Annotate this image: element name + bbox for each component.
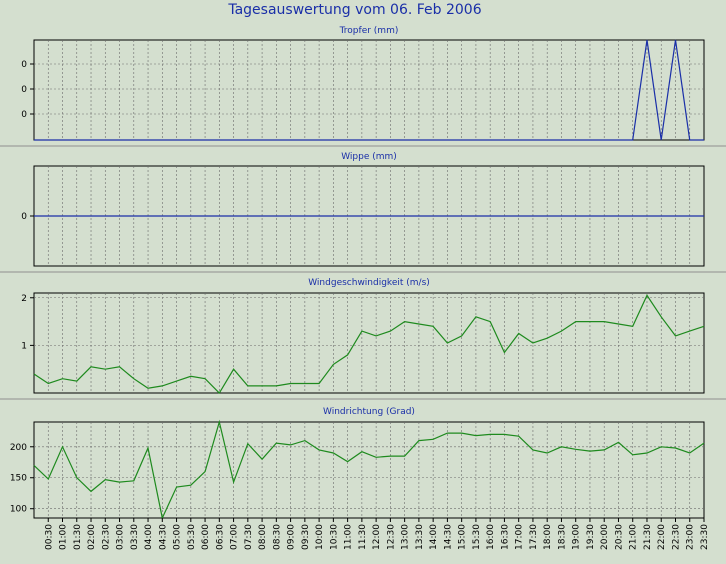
x-tick-label: 12:00 bbox=[372, 524, 382, 550]
series-line bbox=[33, 419, 705, 520]
plot-area bbox=[33, 39, 705, 141]
x-tick-label: 09:30 bbox=[301, 524, 311, 550]
x-tick-label: 01:30 bbox=[73, 524, 83, 550]
x-tick-label: 11:00 bbox=[344, 524, 354, 550]
x-tick-label: 17:30 bbox=[529, 524, 539, 550]
x-tick-label: 18:30 bbox=[557, 524, 567, 550]
panel-title: Windrichtung (Grad) bbox=[323, 407, 415, 417]
x-tick-label: 14:00 bbox=[429, 524, 439, 550]
x-tick-label: 05:30 bbox=[187, 524, 197, 550]
x-tick-label: 15:00 bbox=[458, 524, 468, 550]
y-tick-label: 100 bbox=[10, 505, 27, 515]
page-title: Tagesauswertung vom 06. Feb 2006 bbox=[227, 2, 481, 18]
y-tick-label: 0 bbox=[21, 85, 27, 95]
x-tick-label: 19:30 bbox=[586, 524, 596, 550]
x-tick-label: 18:00 bbox=[543, 524, 553, 550]
y-tick-label: 150 bbox=[10, 474, 27, 484]
x-tick-label: 22:00 bbox=[657, 524, 667, 550]
y-tick-label: 0 bbox=[21, 60, 27, 70]
panel-4: Windrichtung (Grad) 100 150 200 bbox=[10, 407, 705, 520]
x-tick-label: 07:30 bbox=[244, 524, 254, 550]
plot-area bbox=[33, 292, 705, 394]
x-tick-label: 14:30 bbox=[443, 524, 453, 550]
x-tick-label: 10:00 bbox=[315, 524, 325, 550]
x-tick-label: 15:30 bbox=[472, 524, 482, 550]
x-tick-label: 23:00 bbox=[686, 524, 696, 550]
y-tick-label: 0 bbox=[21, 110, 27, 120]
x-tick-label: 17:00 bbox=[515, 524, 525, 550]
x-tick-label: 08:30 bbox=[272, 524, 282, 550]
x-tick-label: 16:30 bbox=[500, 524, 510, 550]
x-tick-label: 20:00 bbox=[600, 524, 610, 550]
y-tick-label: 2 bbox=[21, 294, 27, 304]
x-tick-label: 04:00 bbox=[144, 524, 154, 550]
panel-title: Tropfer (mm) bbox=[339, 26, 399, 36]
panel-title: Windgeschwindigkeit (m/s) bbox=[308, 278, 430, 288]
y-tick-label: 0 bbox=[21, 212, 27, 222]
x-tick-label: 13:00 bbox=[401, 524, 411, 550]
series-line bbox=[33, 294, 705, 394]
x-tick-label: 21:00 bbox=[629, 524, 639, 550]
x-tick-label: 19:00 bbox=[572, 524, 582, 550]
series-line bbox=[34, 39, 704, 141]
x-tick-label: 05:00 bbox=[173, 524, 183, 550]
x-tick-label: 07:00 bbox=[230, 524, 240, 550]
x-tick-label: 20:30 bbox=[615, 524, 625, 550]
x-tick-label: 23:30 bbox=[700, 524, 710, 550]
x-tick-label: 13:30 bbox=[415, 524, 425, 550]
x-tick-label: 12:30 bbox=[386, 524, 396, 550]
x-tick-label: 09:00 bbox=[287, 524, 297, 550]
x-tick-label: 02:30 bbox=[101, 524, 111, 550]
x-tick-label: 10:30 bbox=[329, 524, 339, 550]
x-tick-label: 03:30 bbox=[130, 524, 140, 550]
plot-area bbox=[33, 421, 705, 519]
x-tick-label: 01:00 bbox=[59, 524, 69, 550]
x-tick-label: 11:30 bbox=[358, 524, 368, 550]
panel-1: Tropfer (mm) 0 0 0 bbox=[0, 26, 726, 147]
x-tick-label: 04:30 bbox=[158, 524, 168, 550]
y-tick-label: 1 bbox=[21, 341, 27, 351]
x-tick-label: 02:00 bbox=[87, 524, 97, 550]
panel-3: Windgeschwindigkeit (m/s) 1 2 bbox=[0, 278, 726, 400]
x-tick-label: 06:00 bbox=[201, 524, 211, 550]
x-tick-label: 06:30 bbox=[215, 524, 225, 550]
x-tick-label: 22:30 bbox=[672, 524, 682, 550]
x-tick-label: 16:00 bbox=[486, 524, 496, 550]
panel-2: Wippe (mm) 0 bbox=[0, 152, 726, 273]
x-tick-label: 03:00 bbox=[116, 524, 126, 550]
x-tick-label: 21:30 bbox=[643, 524, 653, 550]
x-tick-label: 00:30 bbox=[44, 524, 54, 550]
x-tick-label: 08:00 bbox=[258, 524, 268, 550]
y-tick-label: 200 bbox=[10, 443, 27, 453]
panel-title: Wippe (mm) bbox=[341, 152, 397, 162]
